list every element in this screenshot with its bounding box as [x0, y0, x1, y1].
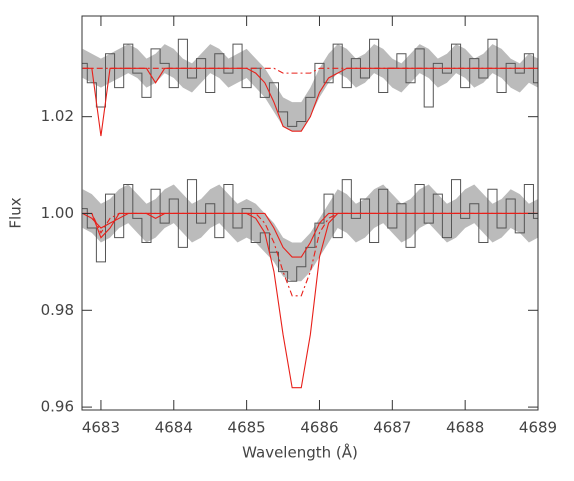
x-tick-label: 4683 [82, 419, 120, 437]
x-axis-label: Wavelength (Å) [242, 443, 358, 462]
model-line [82, 212, 538, 258]
plot-area [82, 38, 538, 389]
x-tick-label: 4687 [373, 419, 411, 437]
x-tick-label: 4684 [155, 419, 193, 437]
x-tick-label: 4689 [519, 419, 557, 437]
x-tick-label: 4686 [300, 419, 338, 437]
y-tick-label: 1.00 [41, 204, 74, 222]
spectrum-histogram [82, 38, 538, 127]
y-tick-label: 0.98 [41, 301, 74, 319]
x-tick-label: 4688 [446, 419, 484, 437]
y-tick-label: 1.02 [41, 107, 74, 125]
model-line [82, 67, 538, 137]
y-axis-label: Flux [7, 197, 25, 228]
y-tick-label: 0.96 [41, 398, 74, 416]
x-tick-label: 4685 [228, 419, 266, 437]
spectrum-histogram [82, 179, 538, 282]
